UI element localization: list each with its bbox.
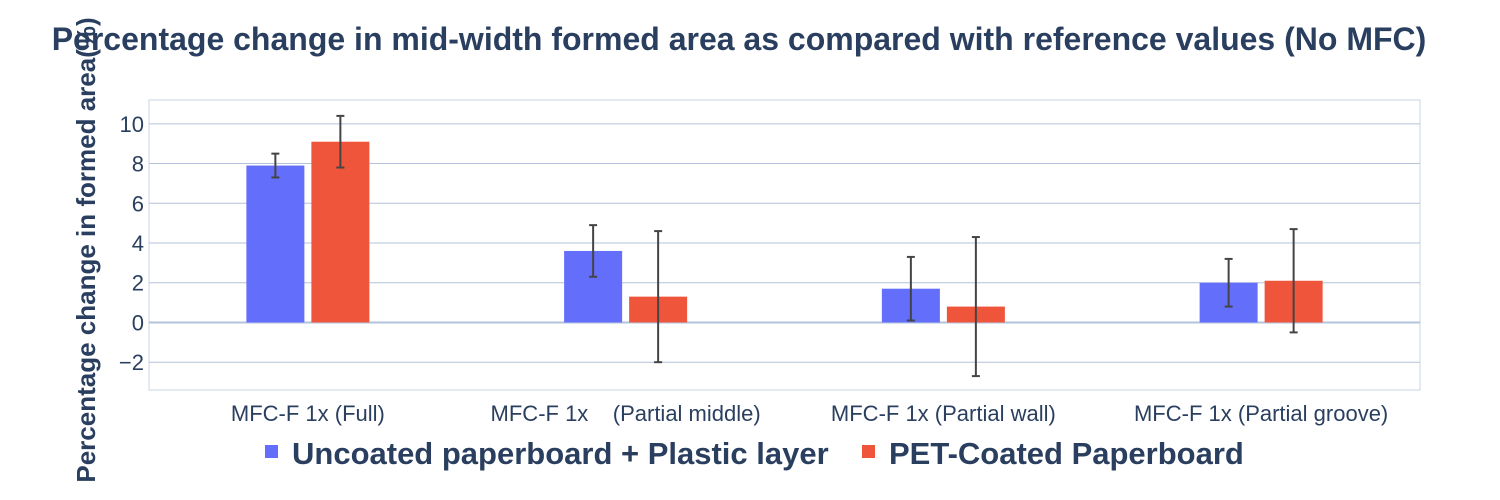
legend-swatch (265, 445, 278, 458)
bar (246, 165, 305, 323)
x-tick-label: MFC-F 1x (Full) (231, 401, 385, 426)
x-tick-label: MFC-F 1x (Partial groove) (1134, 401, 1388, 426)
x-tick-label: MFC-F 1x (Partial wall) (831, 401, 1056, 426)
legend: Uncoated paperboard + Plastic layer PET-C… (265, 436, 1244, 471)
y-axis-label: Percentage change in formed area(%) (71, 17, 101, 482)
chart-title: Percentage change in mid-width formed ar… (52, 21, 1427, 57)
x-axis-ticks: MFC-F 1x (Full) MFC-F 1x (Partial middle)… (231, 401, 1388, 426)
error-bars (271, 114, 1298, 378)
y-tick-label: 2 (132, 271, 144, 296)
legend-label: PET-Coated Paperboard (889, 436, 1244, 471)
bars (246, 141, 1323, 323)
y-tick-label: 0 (132, 310, 144, 335)
y-tick-label: 8 (132, 152, 144, 177)
bar (311, 141, 370, 323)
plot-frame (148, 99, 1421, 391)
legend-swatch (862, 445, 875, 458)
y-tick-label: 4 (132, 231, 144, 256)
x-tick-label: MFC-F 1x (Partial middle) (491, 401, 761, 426)
y-tick-label: −2 (119, 350, 144, 375)
legend-label: Uncoated paperboard + Plastic layer (292, 436, 829, 471)
y-tick-label: 6 (132, 191, 144, 216)
y-axis-ticks: 10 8 6 4 2 0 −2 (119, 112, 144, 375)
y-tick-label: 10 (120, 112, 144, 137)
